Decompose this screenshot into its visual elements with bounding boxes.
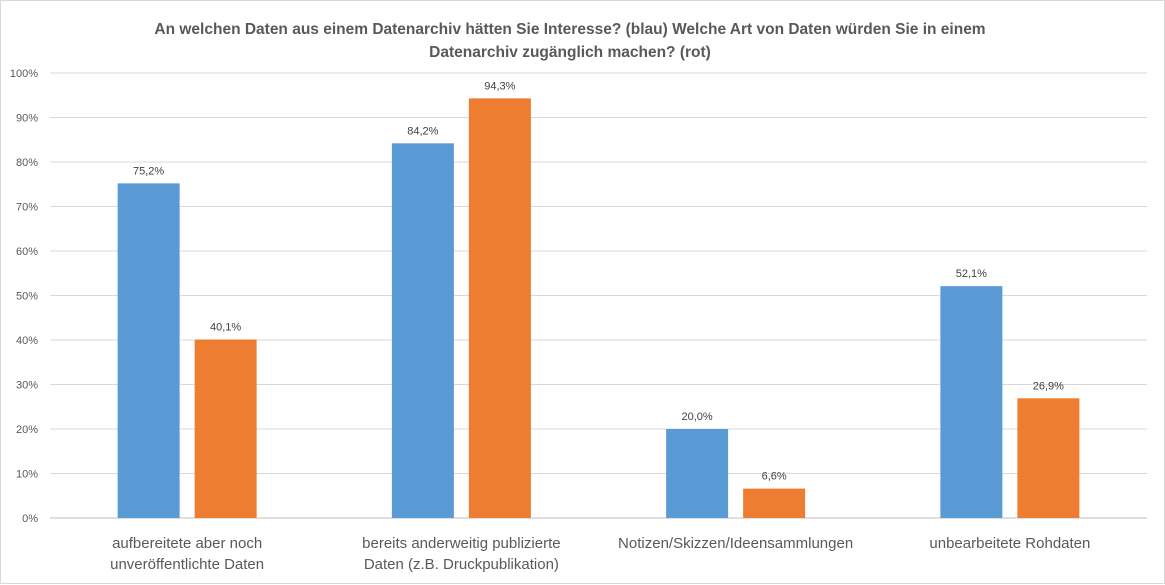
x-category-label: Daten (z.B. Druckpublikation)	[364, 556, 559, 573]
y-tick-label: 20%	[16, 424, 38, 436]
y-tick-label: 10%	[16, 469, 38, 481]
y-tick-label: 50%	[16, 291, 38, 303]
bar-series-1	[391, 143, 454, 518]
bar-series-2	[743, 488, 806, 518]
bar-series-1	[666, 429, 729, 518]
bar-series-1	[117, 183, 180, 519]
chart-title-line-1: An welchen Daten aus einem Datenarchiv h…	[154, 21, 986, 38]
chart-title-line-2: Datenarchiv zugänglich machen? (rot)	[429, 44, 711, 61]
data-label: 75,2%	[133, 165, 164, 177]
x-category-label: unbearbeitete Rohdaten	[929, 535, 1090, 552]
x-category-label: aufbereitete aber noch	[112, 535, 262, 552]
data-label: 26,9%	[1033, 380, 1064, 392]
y-tick-label: 40%	[16, 335, 38, 347]
data-label: 40,1%	[210, 322, 241, 334]
y-tick-label: 90%	[16, 113, 38, 125]
x-category-label: Notizen/Skizzen/Ideensammlungen	[618, 535, 853, 552]
bar-series-1	[940, 286, 1003, 518]
data-label: 84,2%	[407, 125, 438, 137]
y-tick-label: 30%	[16, 380, 38, 392]
bar-series-2	[468, 98, 531, 519]
data-label: 6,6%	[762, 471, 787, 483]
y-tick-label: 80%	[16, 157, 38, 169]
y-tick-label: 0%	[22, 513, 38, 525]
y-tick-label: 70%	[16, 202, 38, 214]
x-category-label: bereits anderweitig publizierte	[362, 535, 560, 552]
bar-series-2	[1017, 398, 1080, 518]
chart-title: An welchen Daten aus einem Datenarchiv h…	[1, 18, 1139, 64]
bar-series-2	[194, 339, 257, 518]
data-label: 20,0%	[682, 411, 713, 423]
y-tick-label: 60%	[16, 246, 38, 258]
x-category-label: unveröffentlichte Daten	[110, 556, 264, 573]
data-label: 52,1%	[956, 268, 987, 280]
data-label: 94,3%	[484, 80, 515, 92]
y-tick-label: 100%	[10, 68, 38, 80]
